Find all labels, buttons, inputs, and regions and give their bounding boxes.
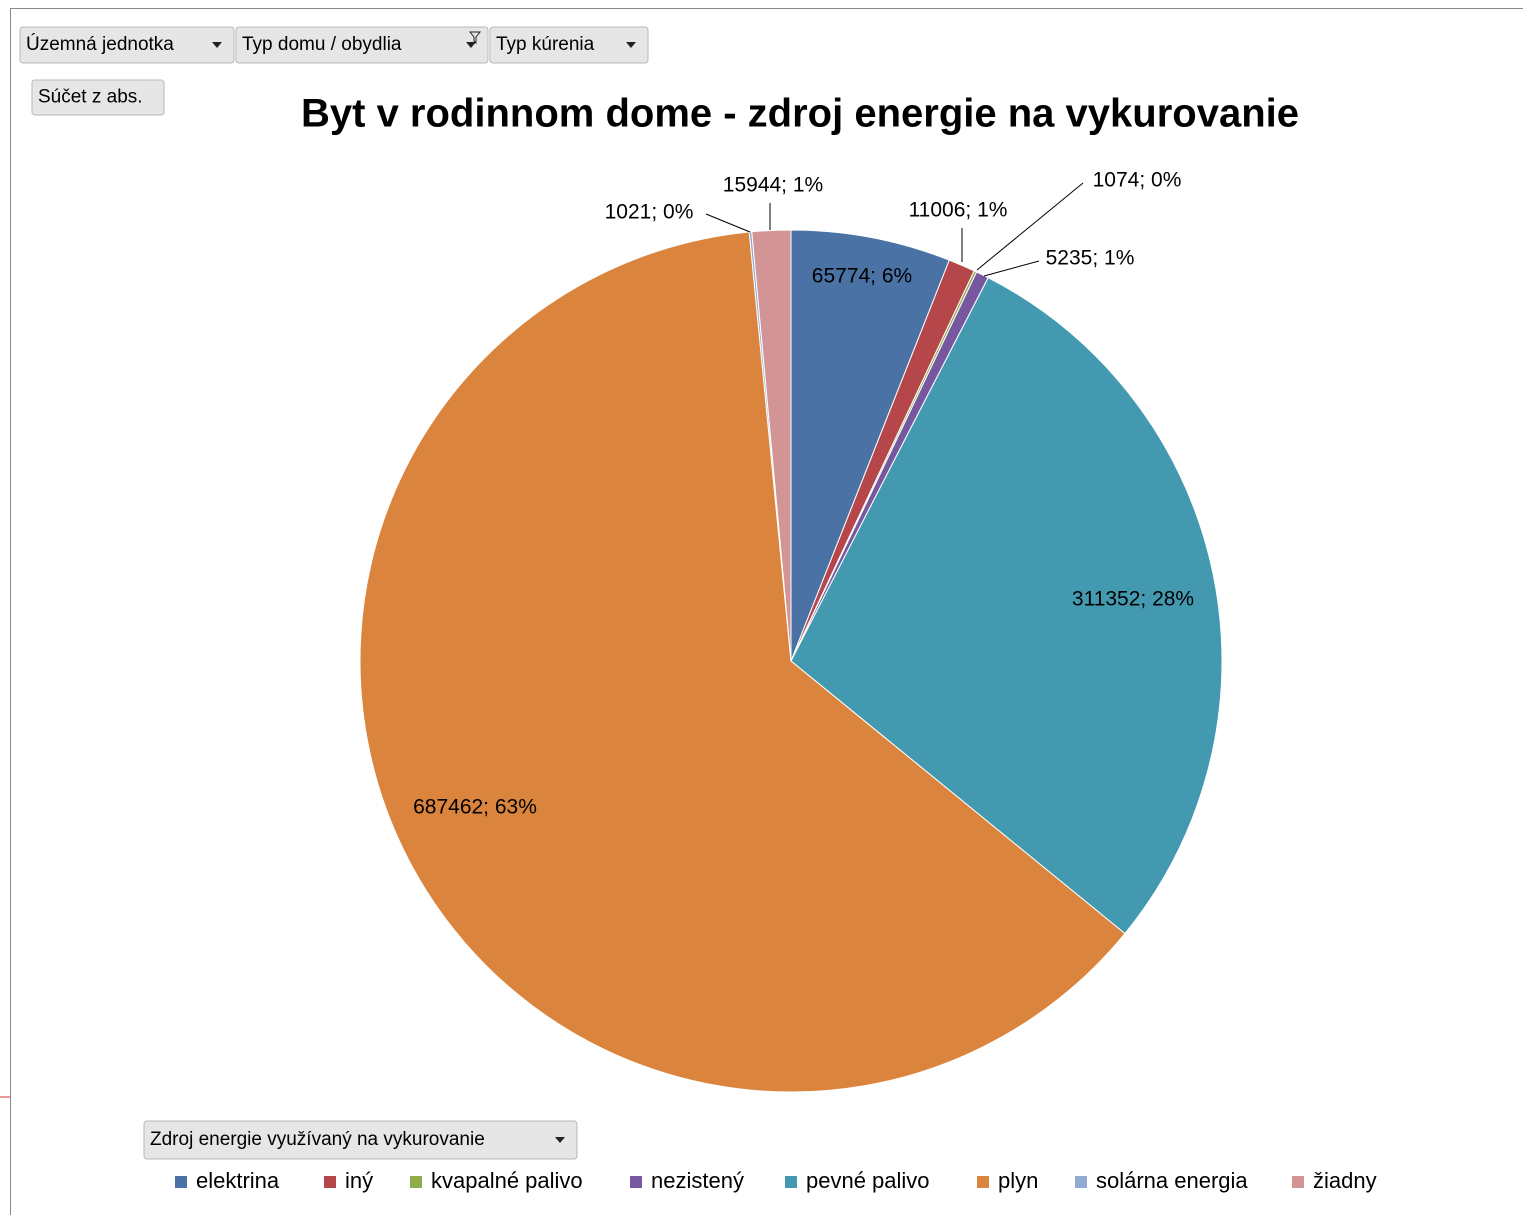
legend-label: kvapalné palivo <box>431 1168 583 1193</box>
legend-swatch <box>410 1176 422 1188</box>
legend-label: žiadny <box>1313 1168 1377 1193</box>
field-button[interactable] <box>235 26 489 64</box>
pie-slice <box>751 229 792 662</box>
pie-slice <box>359 231 1126 1093</box>
filter-icon <box>468 31 482 45</box>
data-label: 11006; 1% <box>909 199 1008 222</box>
field-button[interactable] <box>19 26 235 64</box>
legend-swatch <box>630 1176 642 1188</box>
legend-label: pevné palivo <box>806 1168 930 1193</box>
leader-line <box>705 213 751 233</box>
dropdown-arrow <box>555 1137 565 1143</box>
data-label: 311352; 28% <box>1072 588 1194 611</box>
field-button-label: Typ domu / obydlia <box>242 34 402 55</box>
legend-swatch <box>324 1176 336 1188</box>
leader-line <box>983 260 1040 277</box>
field-button[interactable] <box>489 26 649 64</box>
legend-label: nezistený <box>651 1168 744 1193</box>
data-label: 65774; 6% <box>812 265 912 288</box>
data-label: 1021; 0% <box>605 201 694 224</box>
pie-slice <box>790 229 950 662</box>
field-button-label: Súčet z abs. <box>38 87 143 108</box>
legend-swatch <box>977 1176 989 1188</box>
dropdown-arrow <box>626 42 636 48</box>
field-button-label: Územná jednotka <box>26 33 174 55</box>
data-label: 1074; 0% <box>1093 169 1182 192</box>
leader-line <box>976 182 1084 271</box>
data-label: 15944; 1% <box>723 174 823 197</box>
legend-swatch <box>1075 1176 1087 1188</box>
field-button-label: Typ kúrenia <box>496 34 595 55</box>
legend-label: plyn <box>998 1168 1038 1193</box>
legend-label: elektrina <box>196 1168 280 1193</box>
legend-swatch <box>785 1176 797 1188</box>
data-label: 687462; 63% <box>413 796 537 819</box>
field-button-label: Zdroj energie využívaný na vykurovanie <box>150 1129 485 1150</box>
dropdown-arrow <box>212 42 222 48</box>
chart-title: Byt v rodinnom dome - zdroj energie na v… <box>301 92 1299 136</box>
legend-swatch <box>1292 1176 1304 1188</box>
legend-label: solárna energia <box>1096 1168 1248 1193</box>
field-button[interactable] <box>143 1120 578 1160</box>
legend-label: iný <box>345 1168 373 1193</box>
legend-swatch <box>175 1176 187 1188</box>
field-button[interactable] <box>31 79 165 116</box>
pie-slice <box>790 277 1223 935</box>
data-label: 5235; 1% <box>1046 247 1135 270</box>
dropdown-arrow <box>466 42 476 48</box>
